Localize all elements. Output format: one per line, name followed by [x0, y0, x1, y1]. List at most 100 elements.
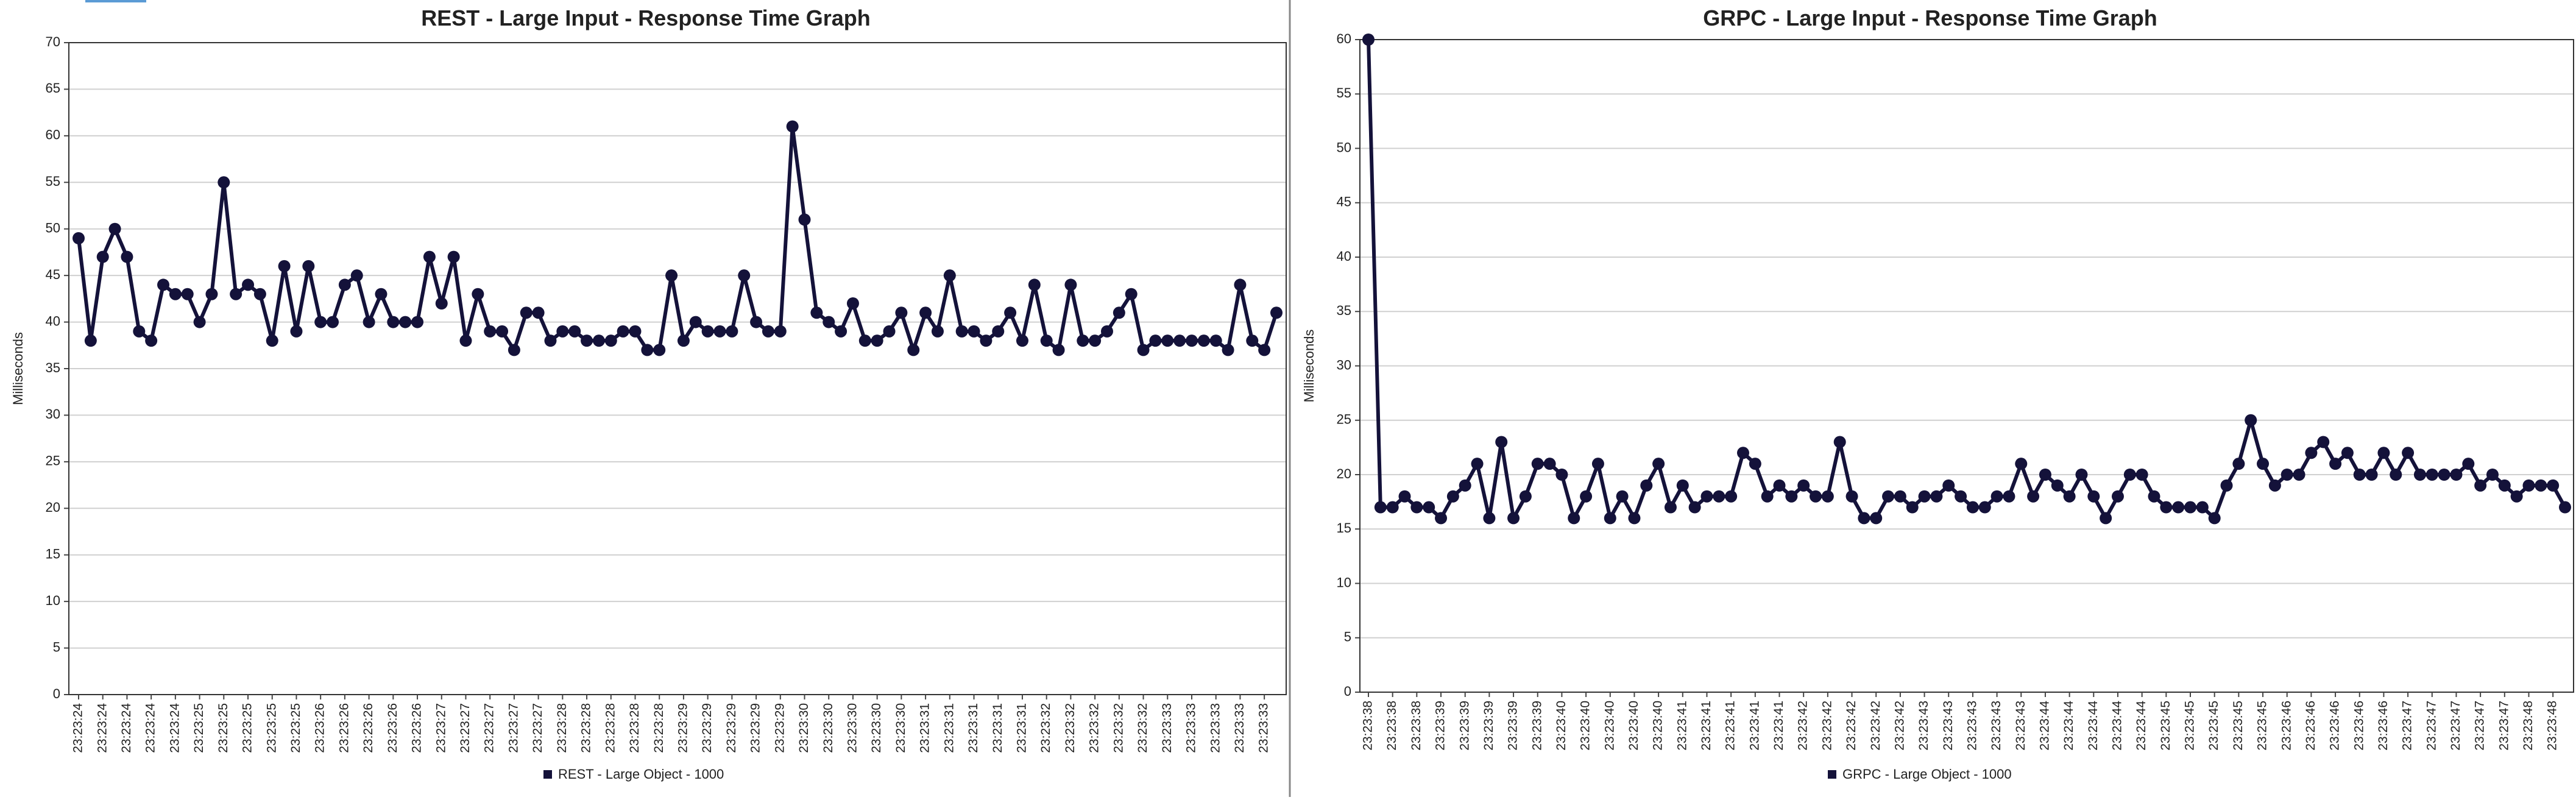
chart-title: REST - Large Input - Response Time Graph	[421, 5, 870, 30]
y-tick-label: 40	[1337, 249, 1351, 264]
x-tick-label: 23:23:39	[1434, 701, 1448, 751]
x-tick-label: 23:23:24	[144, 703, 158, 753]
data-point	[1845, 490, 1858, 503]
data-point	[1713, 490, 1725, 503]
x-tick-label: 23:23:33	[1160, 703, 1174, 753]
data-point	[1700, 490, 1713, 503]
y-tick-label: 10	[46, 593, 60, 608]
x-tick-label: 23:23:41	[1724, 701, 1738, 751]
x-tick-label: 23:23:26	[313, 703, 327, 753]
data-point	[2257, 458, 2270, 470]
data-point	[145, 335, 158, 347]
data-point	[1833, 436, 1846, 448]
data-point	[2075, 469, 2088, 481]
x-tick-label: 23:23:44	[2086, 701, 2100, 751]
data-point	[1374, 501, 1387, 514]
x-tick-label: 23:23:47	[2473, 701, 2487, 751]
y-tick-label: 20	[1337, 466, 1351, 481]
x-tick-label: 23:23:29	[773, 703, 787, 753]
y-tick-label: 45	[46, 267, 60, 282]
data-point	[858, 335, 871, 347]
data-point	[701, 325, 714, 338]
data-point	[1616, 490, 1629, 503]
data-point	[520, 306, 533, 319]
data-point	[955, 325, 968, 338]
y-tick-label: 25	[46, 453, 60, 469]
y-axis-label: Milliseconds	[1301, 330, 1317, 403]
y-tick-label: 0	[1344, 684, 1351, 699]
y-tick-label: 40	[46, 313, 60, 328]
data-point	[1234, 278, 1247, 291]
data-point	[762, 325, 774, 338]
x-tick-label: 23:23:33	[1208, 703, 1222, 753]
data-point	[895, 306, 908, 319]
x-tick-label: 23:23:40	[1627, 701, 1641, 751]
x-tick-label: 23:23:46	[2352, 701, 2366, 751]
data-point	[1495, 436, 1508, 448]
x-tick-label: 23:23:43	[2014, 701, 2028, 751]
data-point	[1398, 490, 1411, 503]
data-point	[230, 288, 242, 300]
x-tick-label: 23:23:25	[241, 703, 255, 753]
data-point	[435, 297, 448, 310]
x-tick-label: 23:23:26	[361, 703, 375, 753]
data-point	[2039, 469, 2051, 481]
data-point	[1736, 447, 1749, 459]
x-tick-label: 23:23:24	[95, 703, 109, 753]
data-point	[1016, 335, 1028, 347]
y-tick-label: 45	[1337, 194, 1351, 210]
y-tick-label: 20	[46, 500, 60, 515]
data-point	[1591, 458, 1604, 470]
data-point	[1125, 288, 1138, 300]
data-point	[327, 316, 339, 328]
x-tick-label: 23:23:41	[1747, 701, 1761, 751]
data-point	[2148, 490, 2160, 503]
data-point	[1507, 512, 1520, 525]
data-point	[1459, 479, 1471, 492]
data-point	[1978, 501, 1991, 514]
x-tick-label: 23:23:29	[700, 703, 714, 753]
x-tick-label: 23:23:31	[966, 703, 980, 753]
data-point	[1089, 335, 1102, 347]
data-point	[1137, 344, 1150, 356]
data-point	[750, 316, 763, 328]
data-point	[2051, 479, 2064, 492]
data-point	[2486, 469, 2499, 481]
plot-frame	[68, 42, 1287, 695]
data-point	[1894, 490, 1906, 503]
data-point	[568, 325, 581, 338]
data-point	[278, 260, 291, 272]
data-point	[205, 288, 218, 300]
x-tick-label: 23:23:47	[2497, 701, 2511, 751]
data-point	[350, 269, 363, 282]
data-point	[665, 269, 678, 282]
data-point	[2160, 501, 2173, 514]
data-point	[1423, 501, 1435, 514]
data-point	[1028, 278, 1041, 291]
data-point	[1966, 501, 1979, 514]
x-tick-label: 23:23:42	[1892, 701, 1906, 751]
data-point	[1064, 278, 1077, 291]
x-tick-label: 23:23:41	[1675, 701, 1689, 751]
data-point	[2281, 469, 2293, 481]
data-point	[1640, 479, 1653, 492]
data-point	[1604, 512, 1616, 525]
y-tick-label: 60	[46, 127, 60, 143]
data-point	[532, 306, 545, 319]
data-point	[1821, 490, 1834, 503]
x-tick-label: 23:23:39	[1530, 701, 1544, 751]
data-point	[2390, 469, 2402, 481]
data-point	[423, 250, 436, 263]
data-point	[2450, 469, 2463, 481]
x-tick-label: 23:23:28	[652, 703, 666, 753]
data-point	[2535, 479, 2547, 492]
x-tick-label: 23:23:33	[1257, 703, 1271, 753]
data-point	[556, 325, 569, 338]
data-point	[2426, 469, 2438, 481]
data-point	[1077, 335, 1089, 347]
data-point	[2462, 458, 2475, 470]
data-point	[2438, 469, 2450, 481]
data-point	[2245, 414, 2257, 427]
x-tick-label: 23:23:27	[506, 703, 520, 753]
data-point	[2135, 469, 2148, 481]
